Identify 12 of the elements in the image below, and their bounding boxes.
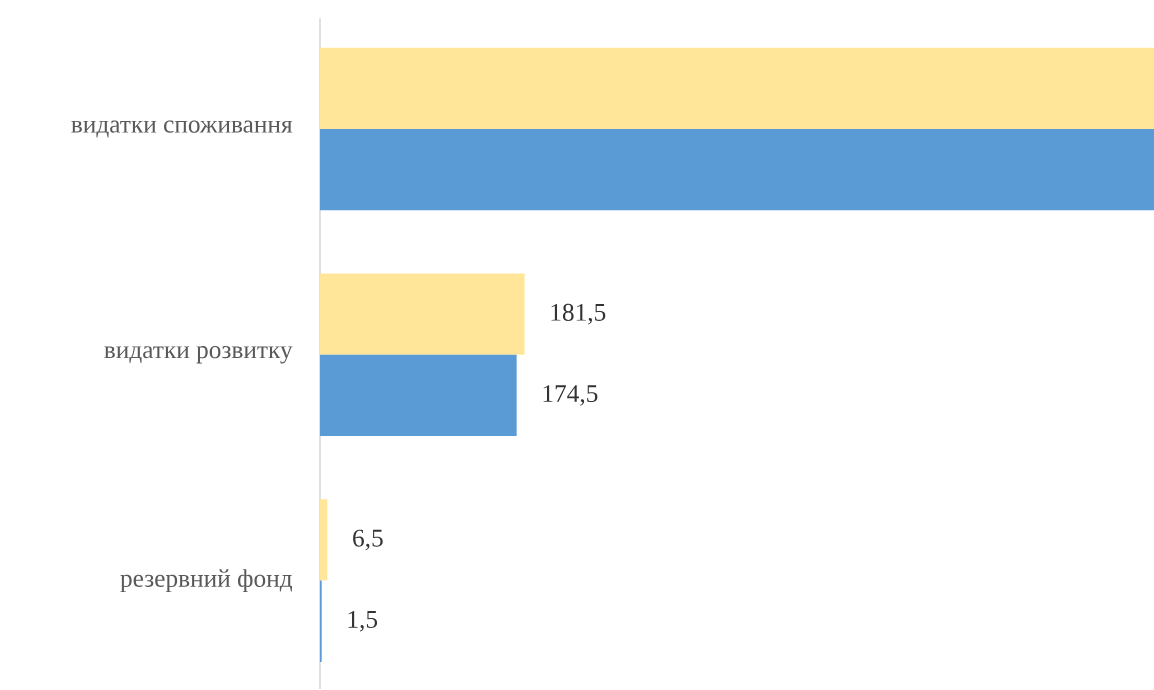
- bar: [320, 129, 1154, 211]
- bar: [320, 354, 517, 437]
- bar: [320, 273, 525, 355]
- data-label: 6,5: [353, 529, 383, 551]
- y-tick-label: резервний фонд: [120, 569, 293, 593]
- data-label: 1,5: [348, 611, 378, 632]
- y-tick-label: видатки розвитку: [104, 346, 293, 364]
- bar: [320, 499, 328, 581]
- bar: [320, 47, 1154, 130]
- data-label: 181,5: [551, 303, 606, 325]
- data-label: 174,5: [543, 385, 598, 406]
- y-tick-label: видатки споживання: [71, 120, 293, 138]
